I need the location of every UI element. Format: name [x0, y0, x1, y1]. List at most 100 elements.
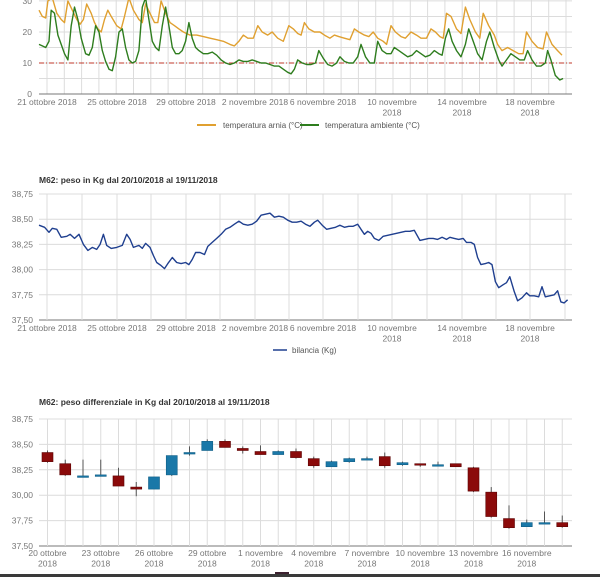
candle[interactable]: [307, 456, 320, 468]
x-tick-label: 2 novembre 2018: [222, 97, 288, 107]
x-tick-label: 2 novembre 2018: [222, 323, 288, 333]
differential-candles: [41, 439, 569, 529]
legend-item-bilancia[interactable]: bilancia (Kg): [273, 346, 337, 355]
candle-body-down: [236, 448, 249, 451]
candle-body-down: [130, 486, 143, 490]
x-tick-label: 29 ottobre 2018: [188, 548, 227, 569]
x-tick-line: 14 novembre: [437, 323, 487, 333]
candle[interactable]: [130, 481, 143, 497]
candle[interactable]: [148, 476, 160, 490]
x-tick-label: 25 ottobre 2018: [87, 323, 147, 333]
candle[interactable]: [343, 457, 356, 463]
y-tick-label: 38,75: [12, 189, 34, 199]
candle[interactable]: [538, 511, 551, 525]
y-tick-label: 38,75: [12, 414, 34, 424]
x-tick-line: 6 novembre 2018: [290, 323, 356, 333]
candle[interactable]: [378, 452, 391, 468]
x-tick-line: 16 novembre: [502, 548, 552, 558]
y-tick-label: 37,75: [12, 290, 34, 300]
x-tick-line: 2018: [517, 559, 536, 569]
legend-item-temperatura-ambiente[interactable]: temperatura ambiente (°C): [300, 121, 420, 130]
y-tick-label: 38,25: [12, 239, 34, 249]
x-tick-label: 10 novembre 2018: [395, 548, 445, 569]
weight-x-axis: 21 ottobre 2018 25 ottobre 2018 29 ottobre…: [17, 323, 555, 344]
candle-body-down: [503, 518, 515, 529]
candle-body-up: [201, 441, 214, 451]
candle[interactable]: [183, 446, 196, 456]
candle[interactable]: [520, 519, 533, 527]
x-tick-line: 2018: [411, 559, 430, 569]
x-tick-label: 10 novembre 2018: [367, 323, 417, 344]
x-tick-line: 25 ottobre 2018: [87, 323, 147, 333]
candle[interactable]: [94, 459, 107, 477]
x-tick-line: 18 novembre: [505, 97, 555, 107]
candle[interactable]: [467, 466, 480, 493]
y-tick-label: 38,50: [12, 214, 34, 224]
temperature-y-axis: 0 10 20 30: [23, 0, 33, 99]
candle[interactable]: [325, 460, 338, 468]
candle-body-down: [414, 463, 427, 466]
legend-label-ambiente: temperatura ambiente (°C): [325, 121, 420, 130]
x-tick-line: 10 novembre: [367, 323, 417, 333]
y-tick-label: 37,75: [12, 516, 34, 526]
candle[interactable]: [361, 456, 373, 461]
candle-body-down: [307, 458, 320, 467]
candle[interactable]: [219, 439, 231, 448]
x-tick-line: 2018: [453, 334, 472, 344]
candle[interactable]: [396, 461, 409, 466]
candle-body-down: [485, 491, 498, 517]
x-tick-line: 26 ottobre: [135, 548, 174, 558]
x-tick-label: 18 novembre 2018: [505, 323, 555, 344]
x-tick-line: 2018: [464, 559, 483, 569]
candle[interactable]: [165, 455, 178, 476]
y-tick-label: 37,50: [12, 315, 34, 325]
x-tick-line: 18 novembre: [505, 323, 555, 333]
weight-legend: bilancia (Kg): [273, 346, 337, 355]
x-tick-label: 6 novembre 2018: [290, 323, 356, 333]
x-tick-line: 10 novembre: [395, 548, 445, 558]
differential-grid: [39, 418, 572, 547]
legend-label-arnia: temperatura arnia (°C): [223, 121, 303, 130]
temperature-chart: 0 10 20 30 21 ottobre 2018 25 ottobre 2018 29…: [17, 0, 572, 130]
candle[interactable]: [556, 515, 569, 528]
candle-body-up: [538, 522, 551, 525]
candle[interactable]: [432, 461, 444, 467]
x-tick-line: 4 novembre: [291, 548, 336, 558]
x-tick-line: 2018: [251, 559, 270, 569]
candle-body-down: [219, 441, 231, 448]
candle-body-down: [41, 452, 54, 462]
candle[interactable]: [449, 463, 462, 468]
candle-body-up: [432, 464, 444, 467]
candle[interactable]: [503, 505, 515, 529]
candle[interactable]: [59, 459, 72, 476]
x-tick-label: 14 novembre 2018: [437, 323, 487, 344]
candle[interactable]: [485, 487, 498, 518]
candle[interactable]: [290, 448, 302, 459]
candle[interactable]: [236, 446, 249, 454]
candle[interactable]: [414, 463, 427, 467]
temperature-x-axis: 21 ottobre 2018 25 ottobre 2018 29 ottobre…: [17, 97, 555, 118]
legend-item-temperatura-arnia[interactable]: temperatura arnia (°C): [197, 121, 303, 130]
candle-body-up: [148, 476, 160, 490]
x-tick-label: 21 ottobre 2018: [17, 323, 77, 333]
candle-body-up: [396, 462, 409, 466]
x-tick-label: 29 ottobre 2018: [156, 97, 216, 107]
x-tick-line: 2018: [198, 559, 217, 569]
candle[interactable]: [77, 459, 89, 478]
temperature-series: [38, 0, 564, 81]
x-tick-label: 14 novembre 2018: [437, 97, 487, 118]
x-tick-line: 25 ottobre 2018: [87, 97, 147, 107]
candle[interactable]: [201, 439, 214, 451]
candle[interactable]: [272, 450, 285, 455]
legend-label-bilancia: bilancia (Kg): [292, 346, 337, 355]
candle-body-down: [467, 467, 480, 492]
candle[interactable]: [254, 445, 267, 455]
x-tick-line: 2018: [383, 334, 402, 344]
y-tick-label: 30: [23, 0, 33, 6]
candle-body-down: [290, 451, 302, 458]
candle-body-up: [520, 522, 533, 527]
candle-body-down: [556, 522, 569, 527]
candle[interactable]: [41, 450, 54, 463]
candle[interactable]: [112, 467, 125, 487]
y-tick-label: 30,00: [12, 490, 34, 500]
